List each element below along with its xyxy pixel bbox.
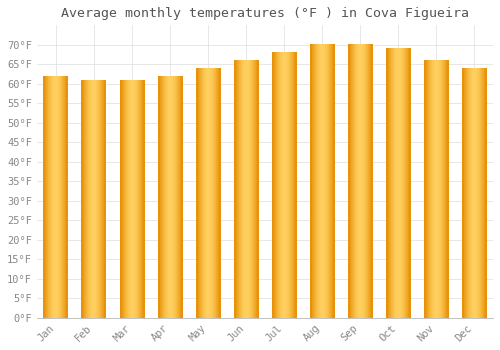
Bar (44, 76, 68, 318)
Bar (234, 61, 258, 318)
Bar (310, 45, 334, 318)
Bar (272, 52, 296, 318)
Bar (158, 76, 182, 318)
Title: Average monthly temperatures (°F ) in Cova Figueira: Average monthly temperatures (°F ) in Co… (61, 7, 469, 20)
Bar (424, 61, 448, 318)
Bar (120, 80, 144, 318)
Bar (348, 45, 372, 318)
Bar (82, 80, 106, 318)
Bar (386, 49, 410, 318)
Bar (196, 68, 220, 318)
Bar (462, 68, 486, 318)
